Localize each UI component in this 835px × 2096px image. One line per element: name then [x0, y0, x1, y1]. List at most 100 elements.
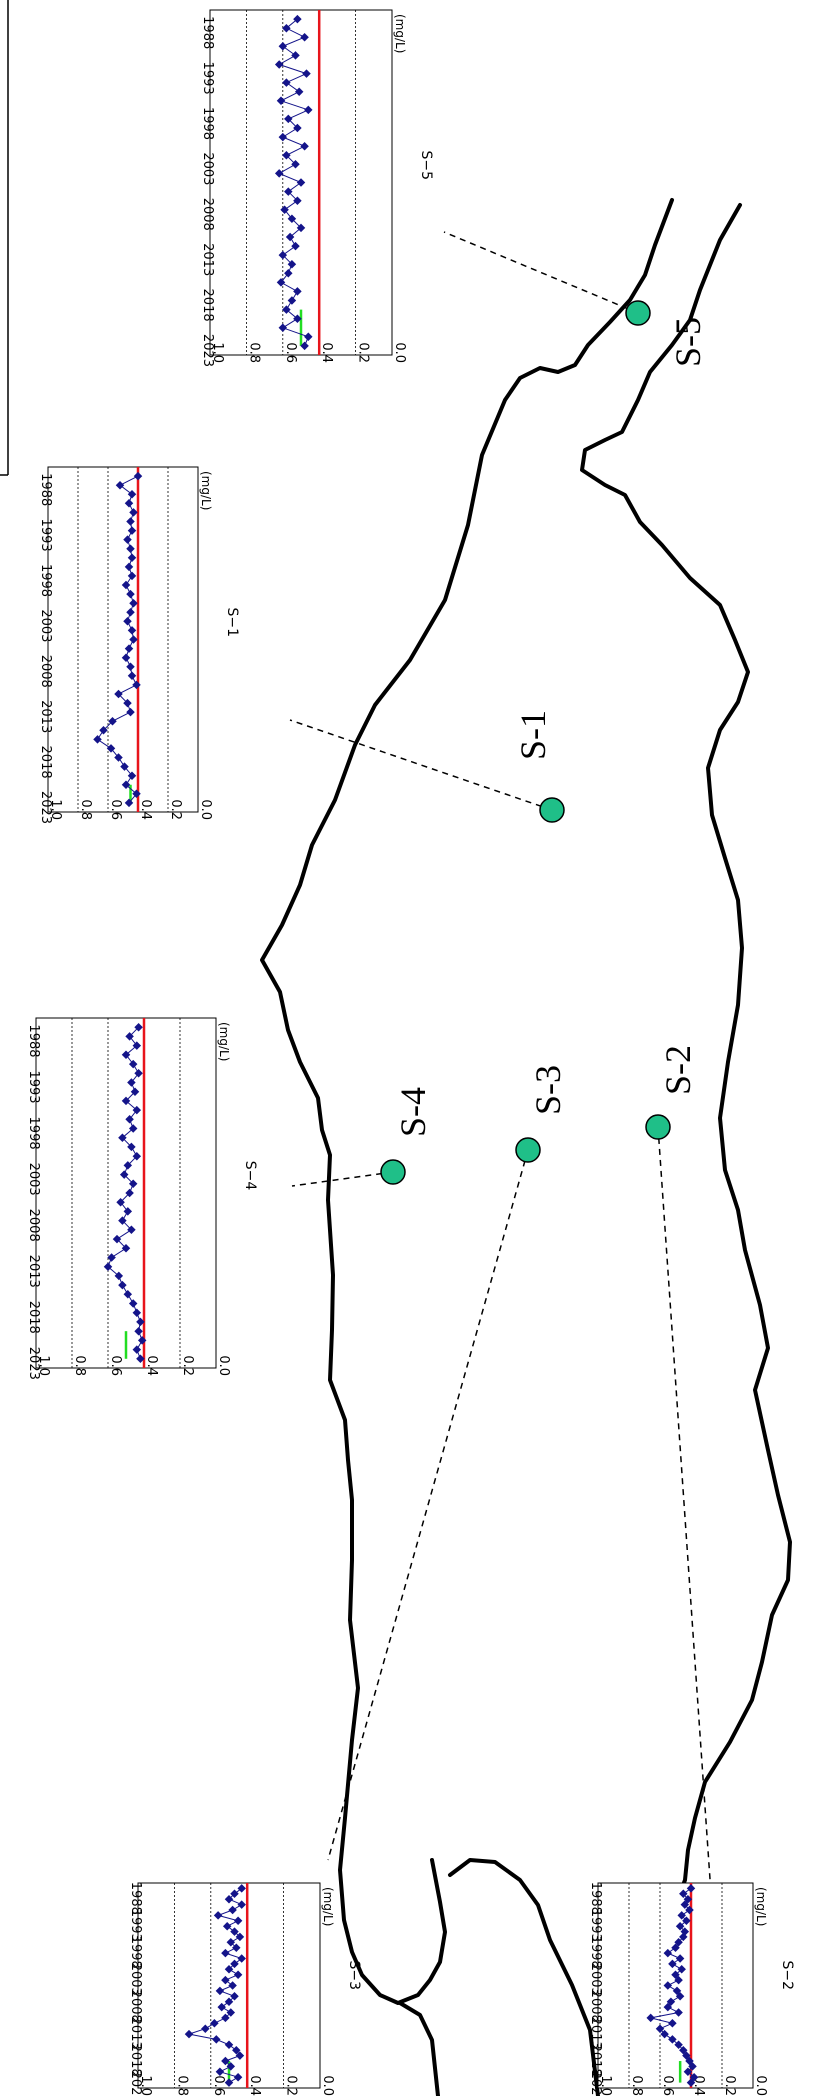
data-point: [300, 341, 309, 351]
leader-line-s-5: [443, 231, 639, 314]
x-tick-label: 1988: [200, 16, 215, 49]
station-marker[interactable]: [625, 300, 651, 326]
y-tick-label: 0.0: [392, 342, 407, 363]
y-tick-label: 0.4: [138, 799, 153, 820]
data-point: [129, 508, 138, 517]
station-label: S-2: [658, 1045, 698, 1095]
x-tick-label: 2018: [588, 2044, 603, 2077]
data-point: [686, 1884, 696, 1893]
data-point: [674, 1938, 683, 1947]
data-point: [304, 332, 313, 342]
y-tick-label: 0.6: [108, 799, 123, 820]
data-point: [679, 1932, 688, 1942]
x-tick-label: 1988: [588, 1882, 603, 1915]
data-point: [674, 1975, 683, 1985]
station-marker[interactable]: [539, 797, 565, 823]
x-tick-label: 2013: [200, 243, 215, 276]
data-point: [682, 1916, 691, 1926]
x-tick-label: 1993: [38, 519, 53, 552]
y-tick-label: 1.0: [598, 2075, 613, 2096]
station-s-1[interactable]: S-1: [513, 710, 565, 823]
y-tick-label: 0.8: [72, 1355, 87, 1376]
x-tick-label: 1993: [128, 1909, 143, 1942]
x-tick-label: 2023: [200, 334, 215, 367]
x-tick-label: 2003: [200, 152, 215, 185]
data-point: [287, 259, 297, 269]
y-tick-label: 0.8: [629, 2075, 644, 2096]
station-s-2[interactable]: S-2: [645, 1045, 698, 1140]
x-tick-label: 2023: [38, 791, 53, 824]
unit-label: (mg/L): [217, 1022, 231, 1061]
data-point: [287, 214, 297, 224]
x-tick-label: 1993: [588, 1909, 603, 1942]
unit-label: (mg/L): [321, 1887, 335, 1926]
data-point: [674, 2040, 683, 2050]
y-tick-label: 0.6: [660, 2075, 675, 2096]
chart-s-4: 0.0 0.2 0.4 0.6 0.8 1.0 1988 1993 1998 2003 2008 20…: [26, 1017, 258, 1380]
data-point: [683, 2067, 693, 2077]
chart-title: S−4: [242, 1161, 258, 1191]
x-tick-label: 2003: [128, 1963, 143, 1996]
data-point: [300, 141, 309, 151]
x-tick-label: 2013: [588, 2017, 603, 2050]
shoreline-island: [448, 1858, 600, 2096]
data-point: [282, 23, 291, 33]
station-marker[interactable]: [645, 1114, 671, 1140]
y-tick-label: 0.4: [319, 342, 334, 363]
x-tick-label: 2018: [26, 1301, 41, 1334]
x-tick-label: 1993: [200, 62, 215, 95]
station-label: S-3: [528, 1065, 568, 1115]
data-point: [284, 114, 293, 124]
y-tick-label: 0.8: [78, 799, 93, 820]
station-marker[interactable]: [515, 1137, 541, 1163]
unit-label: (mg/L): [199, 471, 213, 510]
data-point: [682, 2051, 691, 2060]
data-point: [672, 1986, 682, 1996]
chart-title: S−2: [779, 1960, 795, 1990]
x-tick-label: 2008: [200, 198, 215, 231]
shoreline-inlet: [398, 2001, 440, 2096]
x-tick-label: 1998: [38, 564, 53, 597]
leader-line-s-4: [291, 1171, 394, 1187]
data-point: [282, 305, 291, 314]
x-tick-label: 2008: [588, 1990, 603, 2023]
x-tick-label: 2013: [128, 2017, 143, 2050]
data-point: [646, 2013, 655, 2023]
data-point: [276, 96, 286, 106]
x-tick-label: 2023: [26, 1347, 41, 1380]
x-tick-label: 2013: [26, 1255, 41, 1288]
chart-s-2: 0.00.20.40.60.81.01988199319982003200820…: [588, 1882, 795, 2096]
x-tick-label: 1998: [200, 107, 215, 140]
data-point: [302, 69, 311, 78]
x-tick-label: 1988: [38, 473, 53, 506]
data-point: [291, 51, 300, 60]
data-point: [291, 160, 300, 169]
x-tick-label: 1988: [128, 1882, 143, 1915]
station-s-3[interactable]: S-3: [515, 1065, 568, 1163]
data-point: [675, 1992, 685, 2001]
data-point: [291, 241, 300, 251]
station-label: S-5: [668, 317, 708, 367]
y-tick-label: 0.4: [144, 1355, 159, 1376]
data-point: [675, 1921, 685, 1931]
data-point: [677, 1965, 686, 1974]
y-tick-label: 0.8: [174, 2075, 189, 2096]
y-tick-label: 0.0: [320, 2075, 335, 2096]
data-point: [304, 105, 313, 115]
x-tick-label: 2023: [128, 2071, 143, 2096]
x-tick-label: 1993: [26, 1070, 41, 1103]
data-point: [668, 1959, 677, 1969]
station-marker[interactable]: [380, 1159, 406, 1185]
chart-title: S−1: [224, 607, 240, 637]
station-s-4[interactable]: S-4: [380, 1087, 433, 1185]
data-point: [686, 2078, 696, 2087]
y-tick-label: 0.2: [284, 2075, 299, 2096]
data-point: [284, 187, 293, 196]
data-point: [688, 2062, 697, 2071]
data-point: [276, 278, 286, 287]
x-tick-label: 2023: [588, 2071, 603, 2096]
station-s-5[interactable]: S-5: [625, 300, 708, 367]
data-point: [278, 323, 288, 333]
unit-label: (mg/L): [754, 1887, 768, 1926]
data-point: [663, 1948, 673, 1958]
